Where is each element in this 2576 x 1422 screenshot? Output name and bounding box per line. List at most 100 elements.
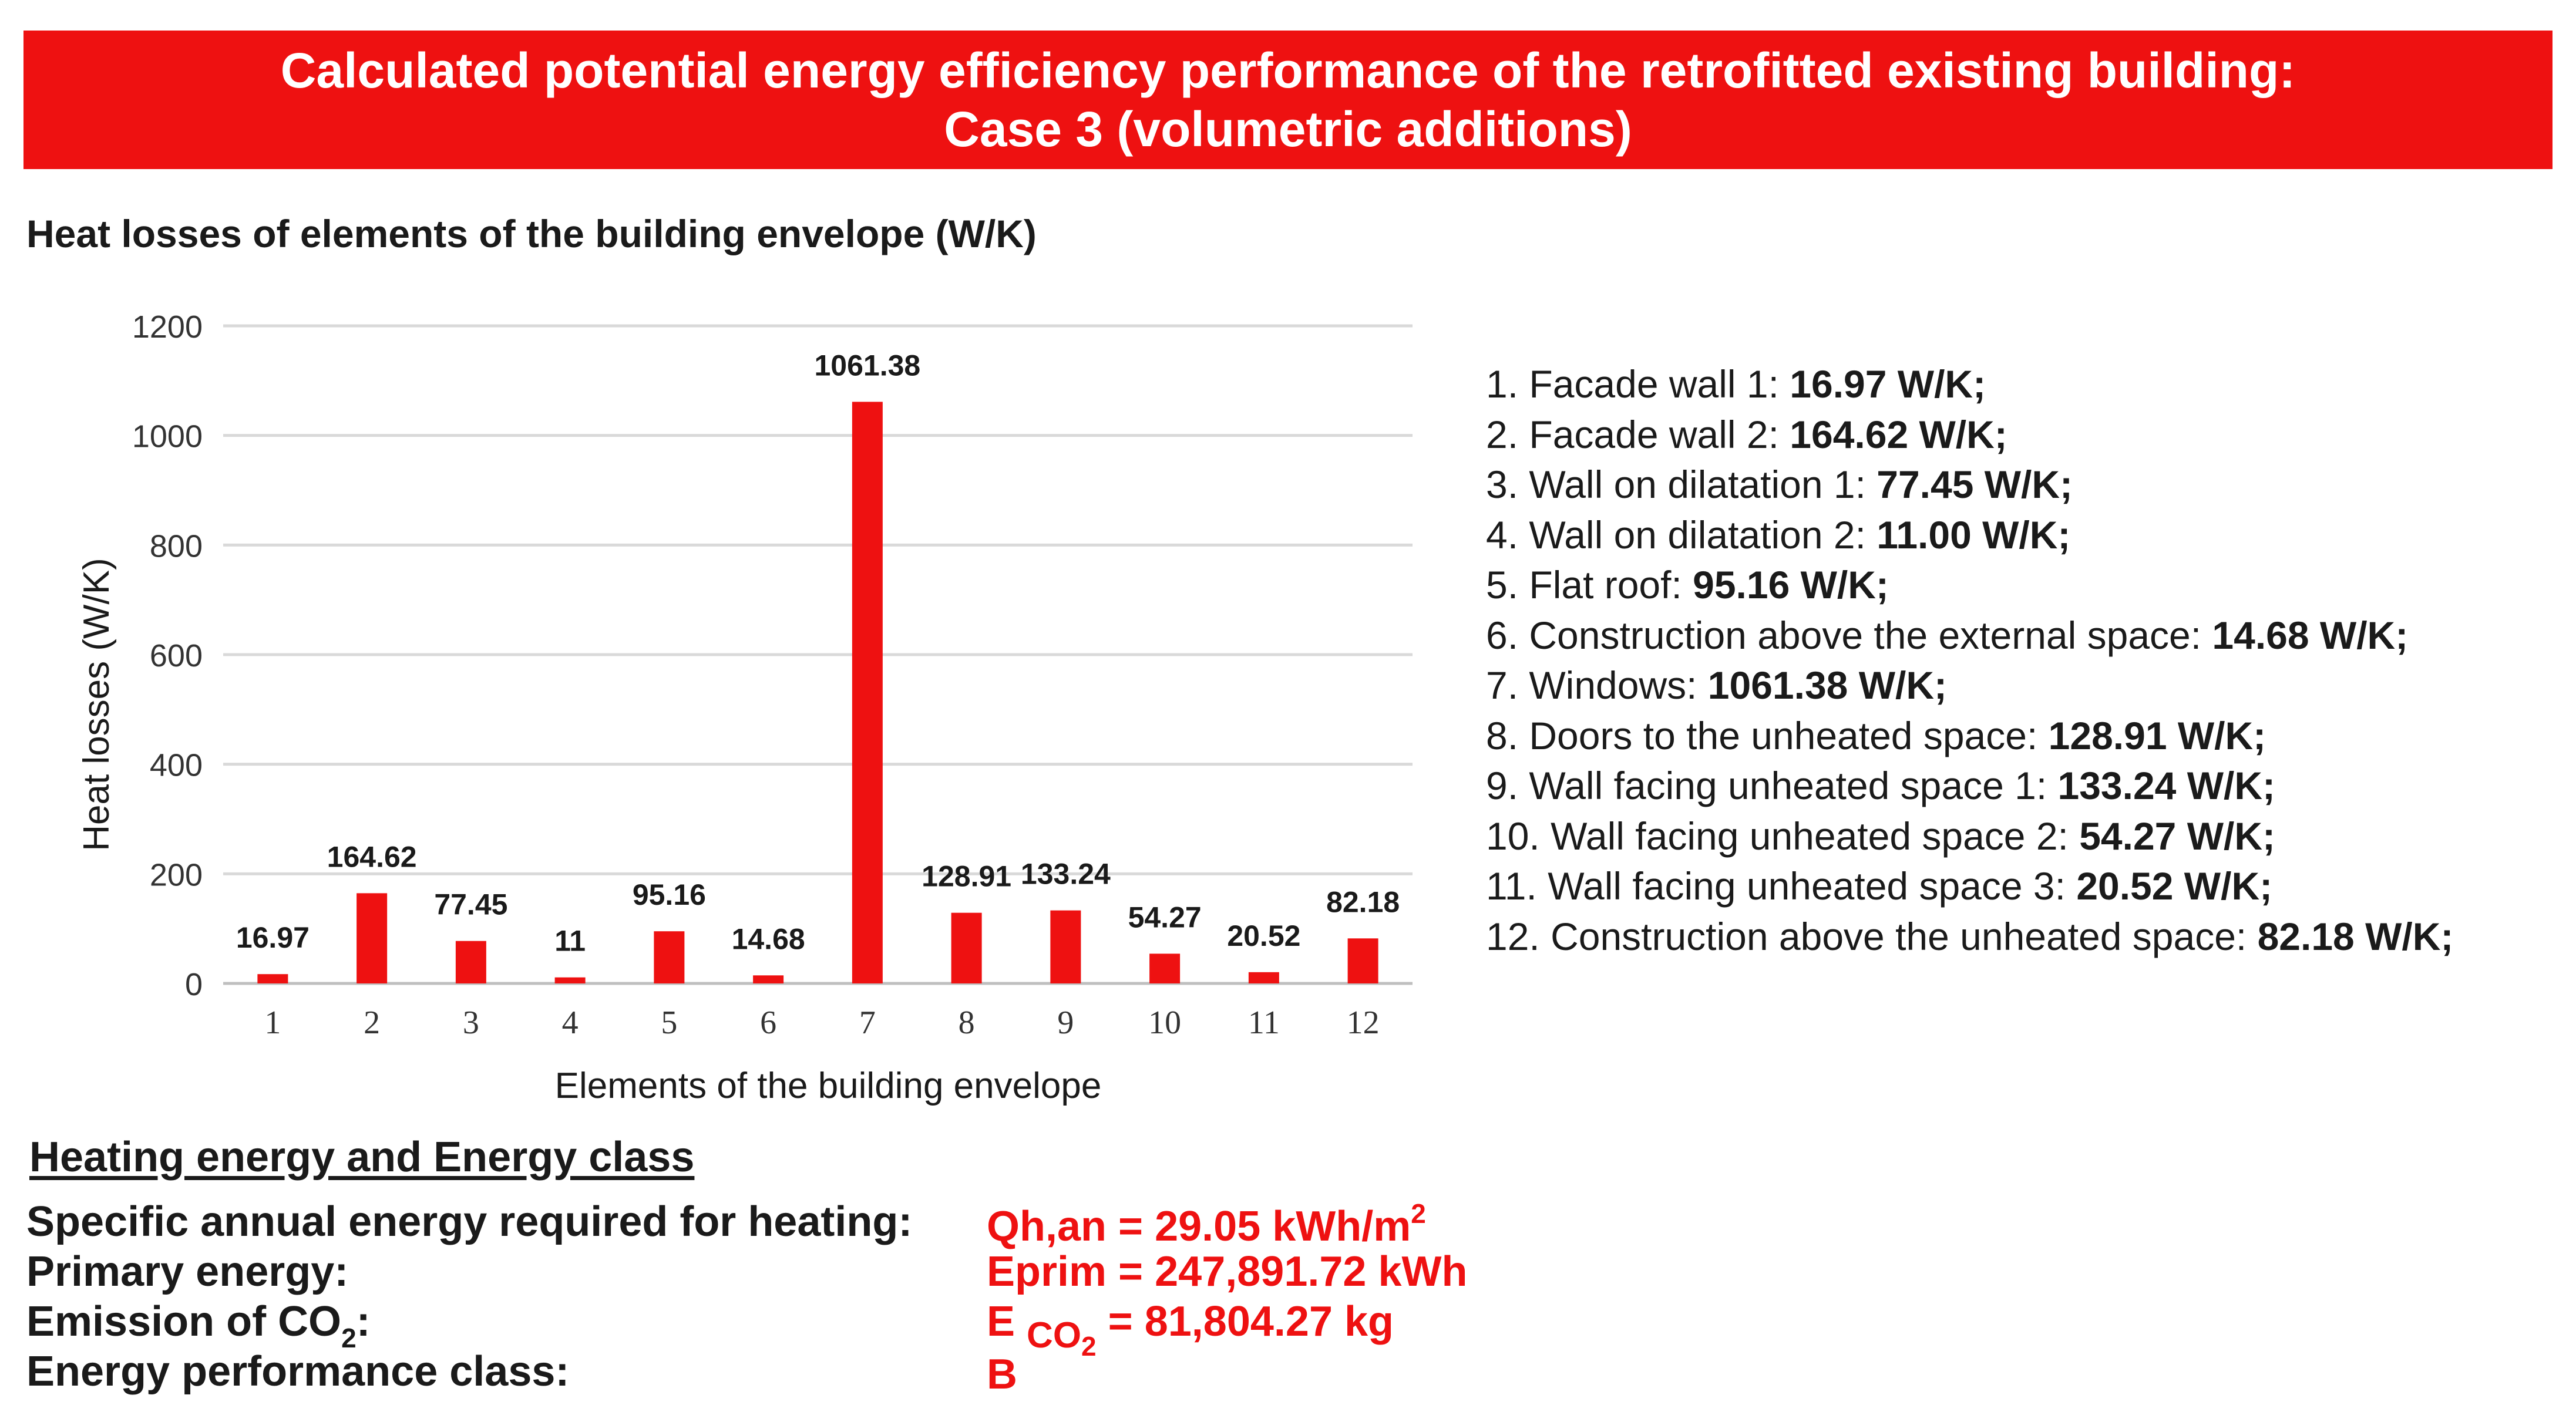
legend-item-value: 16.97 W/K;	[1790, 362, 1986, 406]
primary-energy-label: Primary energy:	[26, 1248, 349, 1295]
legend-item-value: 82.18 W/K;	[2257, 914, 2454, 958]
legend-item-4: 4. Wall on dilatation 2: 11.00 W/K;	[1486, 510, 2453, 561]
chart-bars	[257, 402, 1378, 983]
bar-11	[1248, 972, 1279, 983]
heating-energy-value: Qh,an = 29.05 kWh/m2	[987, 1198, 1426, 1251]
legend-item-label: 7. Windows:	[1486, 663, 1708, 707]
y-tick-label: 200	[150, 857, 203, 892]
x-tick-label-7: 7	[859, 1005, 876, 1041]
co2-emission-value: E CO2 = 81,804.27 kg	[987, 1298, 1394, 1362]
legend-item-value: 95.16 W/K;	[1693, 563, 1889, 606]
bar-10	[1149, 953, 1181, 983]
chart-data-labels: 16.97 164.62 77.45 11 95.16 14.68 1061.38 128.9…	[236, 349, 1400, 957]
data-label-3: 77.45	[434, 888, 507, 921]
bar-7	[852, 402, 883, 983]
bar-4	[554, 977, 586, 983]
data-label-5: 95.16	[633, 878, 706, 911]
x-tick-label-1: 1	[264, 1005, 281, 1041]
legend-item-label: 8. Doors to the unheated space:	[1486, 713, 2049, 757]
heating-energy-text: Qh,an = 29.05 kWh/m	[987, 1203, 1411, 1250]
legend-item-label: 10. Wall facing unheated space 2:	[1486, 814, 2080, 858]
data-label-1: 16.97	[236, 921, 310, 954]
legend-item-3: 3. Wall on dilatation 1: 77.45 W/K;	[1486, 460, 2453, 510]
x-tick-label-12: 12	[1347, 1005, 1380, 1041]
element-legend: 1. Facade wall 1: 16.97 W/K; 2. Facade wa…	[1486, 359, 2453, 962]
co2-value-co: CO	[1027, 1315, 1082, 1356]
legend-item-value: 11.00 W/K;	[1876, 513, 2071, 557]
co2-label-text: Emission of CO	[26, 1298, 342, 1345]
legend-item-7: 7. Windows: 1061.38 W/K;	[1486, 661, 2453, 711]
data-label-11: 20.52	[1227, 919, 1300, 952]
y-tick-label: 800	[150, 528, 203, 564]
y-tick-label: 1200	[132, 309, 203, 345]
banner-line-2: Case 3 (volumetric additions)	[944, 102, 1632, 157]
bar-2	[357, 893, 388, 983]
y-tick-label: 600	[150, 638, 203, 673]
chart-x-ticks: 1 2 3 4 5 6 7 8 9 10 11 12	[264, 1005, 1379, 1041]
energy-class-label: Energy performance class:	[26, 1348, 570, 1395]
legend-item-6: 6. Construction above the external space…	[1486, 611, 2453, 661]
legend-item-value: 164.62 W/K;	[1790, 412, 2007, 456]
data-label-12: 82.18	[1326, 885, 1400, 918]
legend-item-1: 1. Facade wall 1: 16.97 W/K;	[1486, 359, 2453, 410]
x-tick-label-3: 3	[463, 1005, 479, 1041]
co2-value-e: E	[987, 1298, 1015, 1345]
bar-9	[1050, 910, 1081, 983]
heating-energy-unit-sup: 2	[1411, 1198, 1426, 1229]
legend-item-label: 11. Wall facing unheated space 3:	[1486, 864, 2077, 908]
legend-item-label: 12. Construction above the unheated spac…	[1486, 914, 2258, 958]
co2-label-colon: :	[356, 1298, 371, 1345]
y-tick-label: 0	[185, 967, 203, 1002]
co2-value-rest: = 81,804.27 kg	[1096, 1298, 1394, 1345]
bar-8	[951, 912, 982, 983]
legend-item-label: 1. Facade wall 1:	[1486, 362, 1790, 406]
bar-6	[753, 975, 784, 983]
co2-value-sub: 2	[1081, 1331, 1097, 1362]
legend-item-label: 6. Construction above the external space…	[1486, 613, 2212, 657]
x-axis-label: Elements of the building envelope	[555, 1066, 1102, 1106]
legend-item-value: 128.91 W/K;	[2048, 713, 2266, 757]
legend-item-label: 9. Wall facing unheated space 1:	[1486, 764, 2058, 807]
data-label-7: 1061.38	[815, 349, 921, 382]
data-label-2: 164.62	[327, 840, 417, 873]
energy-section-title: Heating energy and Energy class	[29, 1134, 695, 1181]
chart-gridlines	[223, 324, 1413, 985]
data-label-9: 133.24	[1021, 858, 1111, 891]
legend-item-value: 77.45 W/K;	[1876, 463, 2073, 506]
co2-emission-label: Emission of CO2:	[26, 1298, 371, 1354]
banner-line-1: Calculated potential energy efficiency p…	[280, 43, 2296, 98]
x-tick-label-2: 2	[364, 1005, 380, 1041]
heating-energy-label: Specific annual energy required for heat…	[26, 1198, 913, 1245]
x-tick-label-5: 5	[661, 1005, 677, 1041]
energy-class-value: B	[987, 1351, 1017, 1398]
legend-item-label: 4. Wall on dilatation 2:	[1486, 513, 1877, 557]
legend-item-value: 133.24 W/K;	[2057, 764, 2275, 807]
legend-item-value: 14.68 W/K;	[2212, 613, 2409, 657]
legend-item-9: 9. Wall facing unheated space 1: 133.24 …	[1486, 761, 2453, 811]
legend-item-label: 5. Flat roof:	[1486, 563, 1693, 606]
legend-item-11: 11. Wall facing unheated space 3: 20.52 …	[1486, 861, 2453, 912]
x-tick-label-11: 11	[1248, 1005, 1280, 1041]
x-tick-label-4: 4	[562, 1005, 579, 1041]
title-banner: Calculated potential energy efficiency p…	[23, 31, 2553, 169]
x-tick-label-8: 8	[959, 1005, 975, 1041]
data-label-10: 54.27	[1128, 901, 1202, 934]
co2-label-sub: 2	[341, 1323, 357, 1353]
data-label-4: 11	[554, 925, 586, 958]
legend-item-5: 5. Flat roof: 95.16 W/K;	[1486, 560, 2453, 611]
legend-item-value: 1061.38 W/K;	[1707, 663, 1947, 707]
y-tick-label: 400	[150, 748, 203, 783]
bar-3	[455, 941, 486, 983]
x-tick-label-9: 9	[1057, 1005, 1074, 1041]
y-tick-label: 1000	[132, 419, 203, 454]
primary-energy-value: Eprim = 247,891.72 kWh	[987, 1248, 1468, 1295]
data-label-8: 128.91	[922, 860, 1011, 893]
bar-5	[654, 931, 685, 983]
x-tick-label-10: 10	[1148, 1005, 1181, 1041]
data-label-6: 14.68	[732, 922, 805, 955]
chart-section-title: Heat losses of elements of the building …	[26, 212, 1037, 255]
legend-item-label: 2. Facade wall 2:	[1486, 412, 1790, 456]
legend-item-value: 20.52 W/K;	[2076, 864, 2273, 908]
x-tick-label-6: 6	[760, 1005, 776, 1041]
